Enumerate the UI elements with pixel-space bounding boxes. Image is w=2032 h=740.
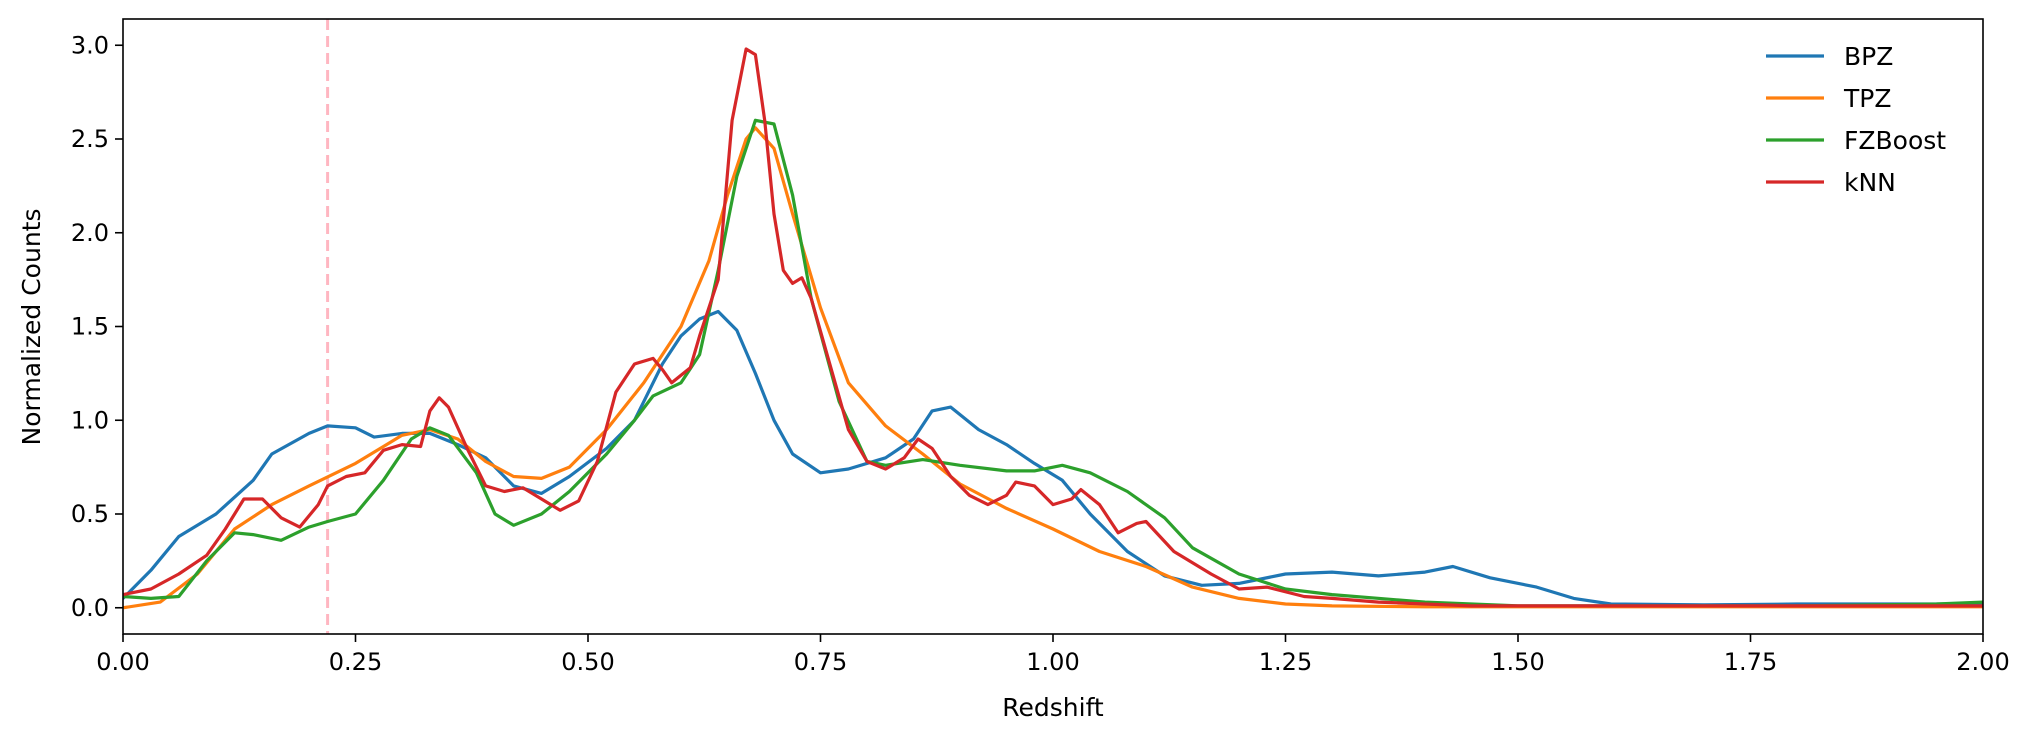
y-tick-label: 0.5 (71, 500, 109, 528)
x-tick-label: 1.25 (1259, 648, 1312, 676)
y-tick-label: 2.5 (71, 125, 109, 153)
legend-label-bpz: BPZ (1844, 42, 1893, 71)
series-line-fzboost (123, 118, 1983, 608)
y-axis-title: Normalized Counts (17, 209, 46, 446)
y-tick-label: 3.0 (71, 31, 109, 59)
x-tick-label: 1.75 (1724, 648, 1777, 676)
series-line-tpz (123, 126, 1983, 610)
series-line-knn (123, 47, 1983, 608)
legend-label-tpz: TPZ (1843, 84, 1891, 113)
legend-label-fzboost: FZBoost (1844, 126, 1946, 155)
x-tick-label: 0.00 (96, 648, 149, 676)
axis-ticks: 0.00 0.25 0.50 0.75 1.00 1.25 1.50 1.75 2.00 0.0 0… (71, 31, 2010, 676)
y-tick-label: 1.5 (71, 313, 109, 341)
x-tick-label: 0.75 (794, 648, 847, 676)
x-tick-label: 0.50 (561, 648, 614, 676)
x-axis-title: Redshift (1002, 693, 1104, 722)
x-tick-label: 2.00 (1956, 648, 2009, 676)
series-line-bpz (123, 309, 1983, 607)
y-tick-label: 0.0 (71, 594, 109, 622)
legend: BPZ TPZ FZBoost kNN (1766, 42, 1946, 197)
x-tick-label: 0.25 (329, 648, 382, 676)
y-tick-label: 2.0 (71, 219, 109, 247)
x-tick-label: 1.00 (1026, 648, 1079, 676)
legend-label-knn: kNN (1844, 168, 1896, 197)
y-tick-label: 1.0 (71, 406, 109, 434)
series-layer (123, 47, 1983, 610)
x-tick-label: 1.50 (1491, 648, 1544, 676)
